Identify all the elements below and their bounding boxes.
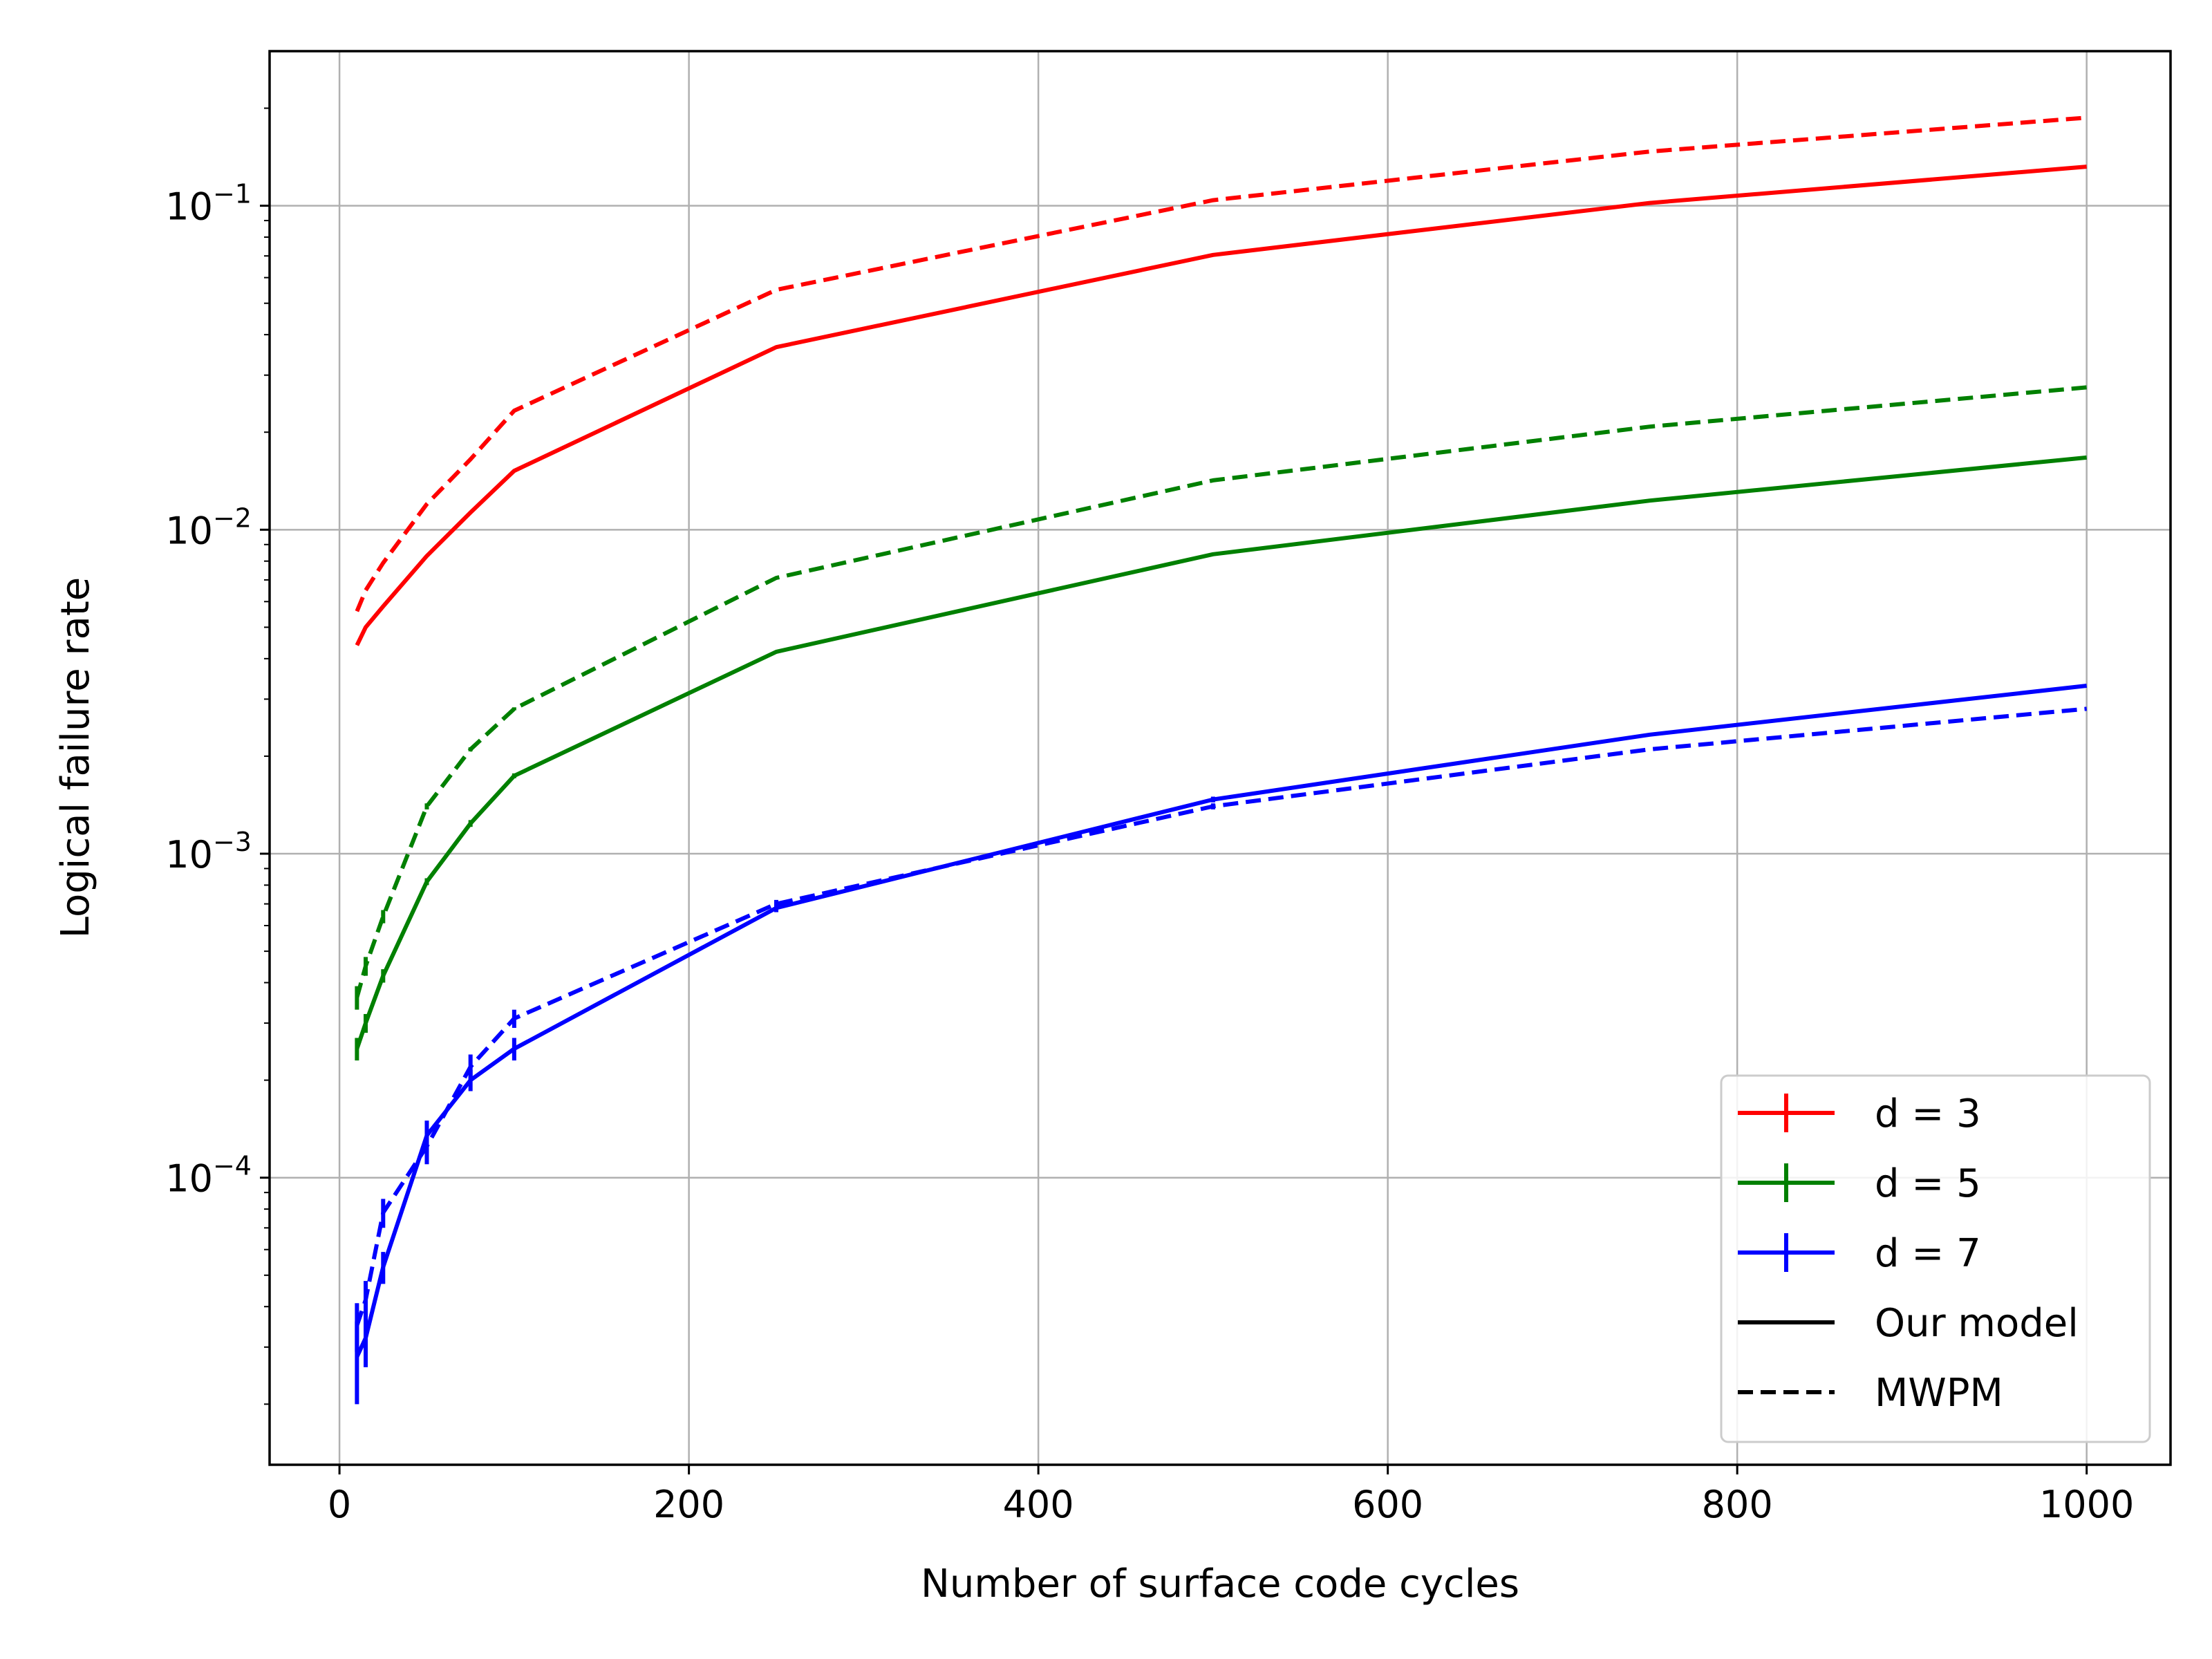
y-axis-label: Logical failure rate — [53, 577, 98, 938]
legend-label: d = 5 — [1875, 1161, 1981, 1206]
y-tick-label-base: 10 — [165, 833, 213, 877]
legend-box — [1720, 1074, 2151, 1443]
legend-label: Our model — [1875, 1301, 2079, 1346]
series-line — [355, 165, 2087, 646]
plot-frame — [268, 50, 2172, 1466]
y-tick-label-base: 10 — [165, 185, 213, 229]
y-tick-label: 10−2 — [165, 503, 252, 552]
series — [355, 455, 2087, 1061]
y-tick-label-exponent: −4 — [213, 1151, 252, 1181]
series — [355, 115, 2087, 612]
legend-label: d = 3 — [1875, 1091, 1981, 1136]
y-tick-label-exponent: −3 — [213, 827, 252, 857]
y-tick-label-base: 10 — [165, 1157, 213, 1201]
y-tick-label: 10−4 — [165, 1151, 252, 1201]
series-line — [355, 684, 2088, 1358]
legend-label: d = 7 — [1875, 1231, 1981, 1276]
series — [355, 706, 2087, 1352]
x-tick-label: 200 — [653, 1483, 724, 1526]
x-tick-label: 0 — [328, 1483, 351, 1526]
series-line — [355, 455, 2087, 1050]
y-axis-ticks: 10−410−310−210−1 — [165, 107, 270, 1405]
series-layer — [355, 115, 2088, 1405]
y-tick-label-exponent: −1 — [213, 179, 252, 209]
x-axis-label: Number of surface code cycles — [921, 1562, 1519, 1606]
series — [355, 385, 2087, 1010]
legend-label: MWPM — [1875, 1371, 2003, 1416]
x-tick-label: 600 — [1352, 1483, 1423, 1526]
x-tick-label: 1000 — [2039, 1483, 2134, 1526]
legend: d = 3 d = 5 d = 7 Our model MWPM — [1720, 1074, 2151, 1443]
series-line — [355, 706, 2087, 1327]
y-tick-label-exponent: −2 — [213, 503, 252, 533]
series-line — [355, 115, 2087, 612]
y-tick-label: 10−3 — [165, 827, 252, 877]
y-tick-label-base: 10 — [165, 509, 213, 552]
x-tick-label: 400 — [1003, 1483, 1074, 1526]
x-axis-ticks: 0 200 400 600 800 1000 — [328, 1465, 2134, 1526]
x-tick-label: 800 — [1702, 1483, 1773, 1526]
series-line — [355, 385, 2087, 998]
y-tick-label: 10−1 — [165, 179, 252, 229]
series — [355, 165, 2087, 646]
